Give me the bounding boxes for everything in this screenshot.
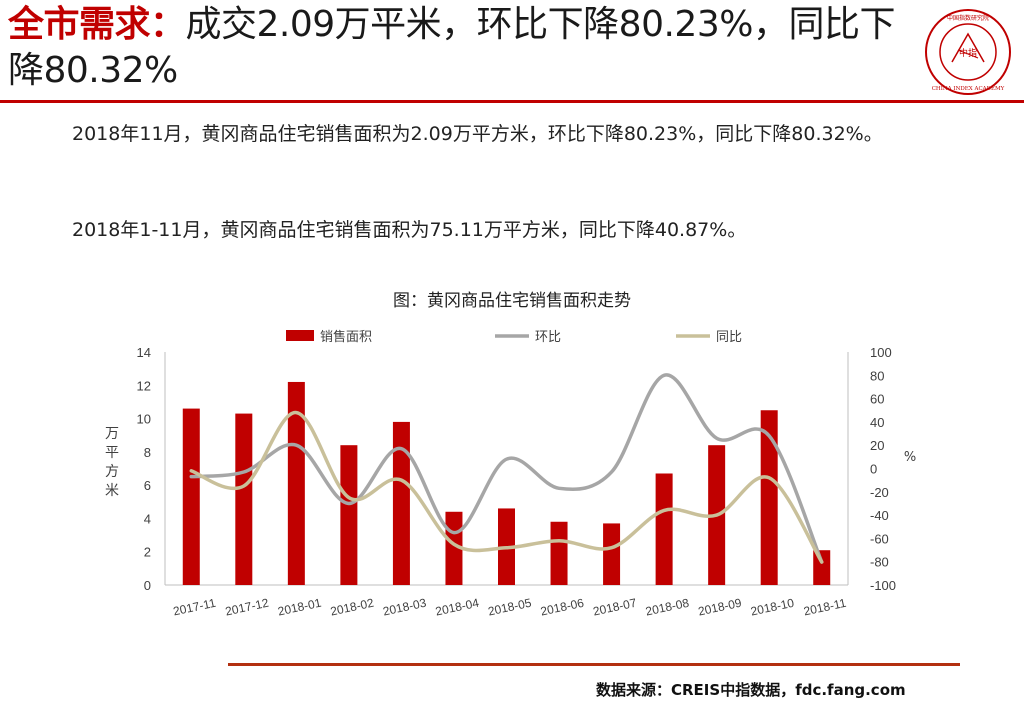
title-highlight: 全市需求： xyxy=(8,4,186,45)
y-tick-label: 4 xyxy=(144,511,151,526)
bar-sales-area xyxy=(550,521,568,585)
y2-tick-label: 100 xyxy=(870,345,892,360)
x-tick-label: 2018-10 xyxy=(749,596,795,619)
bar-sales-area xyxy=(655,473,673,585)
y-tick-label: 14 xyxy=(137,345,151,360)
bar-sales-area xyxy=(813,550,831,585)
y-axis-label: 方 xyxy=(105,464,119,480)
legend-label: 环比 xyxy=(535,330,561,345)
svg-text:中指: 中指 xyxy=(959,47,977,59)
x-tick-label: 2017-11 xyxy=(172,596,217,619)
y2-tick-label: 20 xyxy=(870,438,884,453)
y2-tick-label: -60 xyxy=(870,531,889,546)
x-tick-label: 2017-12 xyxy=(224,596,270,619)
y-tick-label: 12 xyxy=(137,378,151,393)
bar-sales-area xyxy=(287,381,305,585)
summary-paragraph-2: 2018年1-11月，黄冈商品住宅销售面积为75.11万平方米，同比下降40.8… xyxy=(72,219,747,241)
y-axis-label: 米 xyxy=(105,483,119,499)
bar-sales-area xyxy=(392,421,410,585)
svg-text:中国指数研究院: 中国指数研究院 xyxy=(947,14,989,22)
y-tick-label: 6 xyxy=(144,478,151,493)
x-tick-label: 2018-03 xyxy=(382,596,428,619)
y-tick-label: 2 xyxy=(144,545,151,560)
bar-sales-area xyxy=(603,523,621,585)
x-tick-label: 2018-05 xyxy=(487,596,533,619)
x-tick-label: 2018-09 xyxy=(697,596,743,619)
x-tick-label: 2018-04 xyxy=(434,596,480,619)
y-tick-label: 0 xyxy=(144,578,151,593)
y2-tick-label: -80 xyxy=(870,555,889,570)
y2-tick-label: 80 xyxy=(870,368,884,383)
y-axis-label: 万 xyxy=(105,426,119,442)
bar-sales-area xyxy=(182,408,200,585)
y-tick-label: 10 xyxy=(137,412,151,427)
x-tick-label: 2018-06 xyxy=(539,596,585,619)
legend-swatch-sales xyxy=(286,330,314,341)
y-axis-label: 平 xyxy=(105,445,119,461)
x-tick-label: 2018-08 xyxy=(644,596,690,619)
y2-tick-label: -100 xyxy=(870,578,896,593)
bar-sales-area xyxy=(760,410,778,585)
title-divider xyxy=(0,100,1024,103)
y2-axis-label: % xyxy=(904,450,916,465)
x-tick-label: 2018-02 xyxy=(329,596,375,619)
bar-sales-area xyxy=(340,445,358,585)
y2-tick-label: -40 xyxy=(870,508,889,523)
x-tick-label: 2018-11 xyxy=(802,596,847,619)
china-index-academy-logo: 中指 中国指数研究院 CHINA INDEX ACADEMY xyxy=(925,9,1011,95)
bar-sales-area xyxy=(235,413,253,585)
y2-tick-label: 0 xyxy=(870,462,877,477)
legend-label: 销售面积 xyxy=(320,329,372,345)
y-tick-label: 8 xyxy=(144,445,151,460)
page-title: 全市需求：成交2.09万平米，环比下降80.23%，同比下降80.32% xyxy=(8,2,908,94)
summary-paragraph-1: 2018年11月，黄冈商品住宅销售面积为2.09万平方米，环比下降80.23%，… xyxy=(72,123,883,145)
legend-label: 同比 xyxy=(716,330,742,345)
chart-title: 图：黄冈商品住宅销售面积走势 xyxy=(393,291,631,311)
y2-tick-label: -20 xyxy=(870,485,889,500)
line-yoy xyxy=(189,410,824,564)
line-mom xyxy=(189,373,824,564)
y2-tick-label: 60 xyxy=(870,392,884,407)
footer-divider xyxy=(228,663,960,666)
x-tick-label: 2018-01 xyxy=(277,596,323,619)
svg-text:CHINA INDEX ACADEMY: CHINA INDEX ACADEMY xyxy=(932,86,1005,92)
x-tick-label: 2018-07 xyxy=(592,596,638,619)
data-source: 数据来源：CREIS中指数据，fdc.fang.com xyxy=(596,681,906,699)
title-text: 成交2.09万平米，环比下降80.23%，同比下降80.32% xyxy=(8,4,895,91)
y2-tick-label: 40 xyxy=(870,415,884,430)
